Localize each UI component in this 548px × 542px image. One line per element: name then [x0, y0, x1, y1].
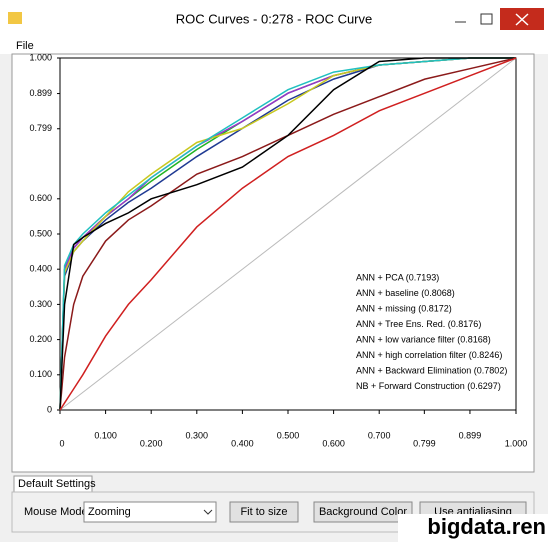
x-tick-label: 0.100 — [94, 430, 117, 440]
x-tick-label: 0.500 — [277, 430, 300, 440]
legend-entry: NB + Forward Construction (0.6297) — [356, 381, 501, 391]
y-tick-label: 0.600 — [29, 193, 52, 203]
roc-curve — [59, 57, 516, 411]
legend-entry: ANN + missing (0.8172) — [356, 303, 452, 313]
y-tick-label: 0.100 — [29, 369, 52, 379]
y-tick-label: 1.000 — [29, 52, 52, 62]
button[interactable] — [313, 501, 413, 523]
close-icon — [515, 13, 529, 26]
roc-curve — [59, 57, 516, 411]
legend-entry: ANN + PCA (0.7193) — [356, 272, 439, 282]
x-tick-label: 0.200 — [140, 438, 163, 448]
button-label[interactable]: Background Color — [319, 506, 407, 518]
mouse-mode-label: Mouse Mode — [24, 506, 88, 518]
y-tick-label: 0.500 — [29, 228, 52, 238]
x-tick-label: 0.700 — [368, 430, 391, 440]
legend-entry: ANN + baseline (0.8068) — [356, 288, 455, 298]
menu-bar — [0, 36, 548, 54]
watermark: bigdata.ren — [427, 514, 546, 539]
watermark-bg — [398, 514, 548, 542]
x-tick-label: 0.799 — [413, 438, 436, 448]
dropdown-arrow — [203, 509, 213, 515]
y-tick-label: 0.400 — [29, 264, 52, 274]
maximize-button[interactable] — [480, 13, 493, 25]
window-title: ROC Curves - 0:278 - ROC Curve — [176, 11, 373, 26]
x-tick-label: 0 — [59, 438, 64, 448]
legend-entry: ANN + high correlation filter (0.8246) — [356, 350, 502, 360]
legend-entry: ANN + Tree Ens. Red. (0.8176) — [356, 319, 481, 329]
x-tick-label: 0.600 — [322, 438, 345, 448]
tab-label[interactable]: Default Settings — [18, 478, 96, 490]
chart-panel — [11, 53, 535, 473]
mouse-mode-select[interactable] — [83, 501, 217, 523]
y-tick-label: 0.899 — [29, 88, 52, 98]
x-tick-label: 0.400 — [231, 438, 254, 448]
roc-curve — [59, 57, 517, 411]
menu-item[interactable]: File — [16, 40, 34, 52]
y-tick-label: 0.200 — [29, 334, 52, 344]
x-tick-label: 0.300 — [186, 430, 209, 440]
app-icon — [8, 12, 22, 24]
y-tick-label: 0 — [47, 404, 52, 414]
button[interactable] — [229, 501, 299, 523]
mouse-mode-value[interactable]: Zooming — [88, 506, 131, 518]
roc-curve — [59, 57, 517, 411]
legend-entry: ANN + low variance filter (0.8168) — [356, 334, 491, 344]
title-bar — [0, 0, 548, 36]
x-tick-label: 0.899 — [459, 430, 482, 440]
legend-entry: ANN + Backward Elimination (0.7802) — [356, 365, 507, 375]
y-tick-label: 0.300 — [29, 299, 52, 309]
diagonal — [59, 57, 517, 411]
y-tick-label: 0.799 — [29, 123, 52, 133]
button-label[interactable]: Fit to size — [240, 506, 287, 518]
x-tick-label: 1.000 — [505, 438, 528, 448]
